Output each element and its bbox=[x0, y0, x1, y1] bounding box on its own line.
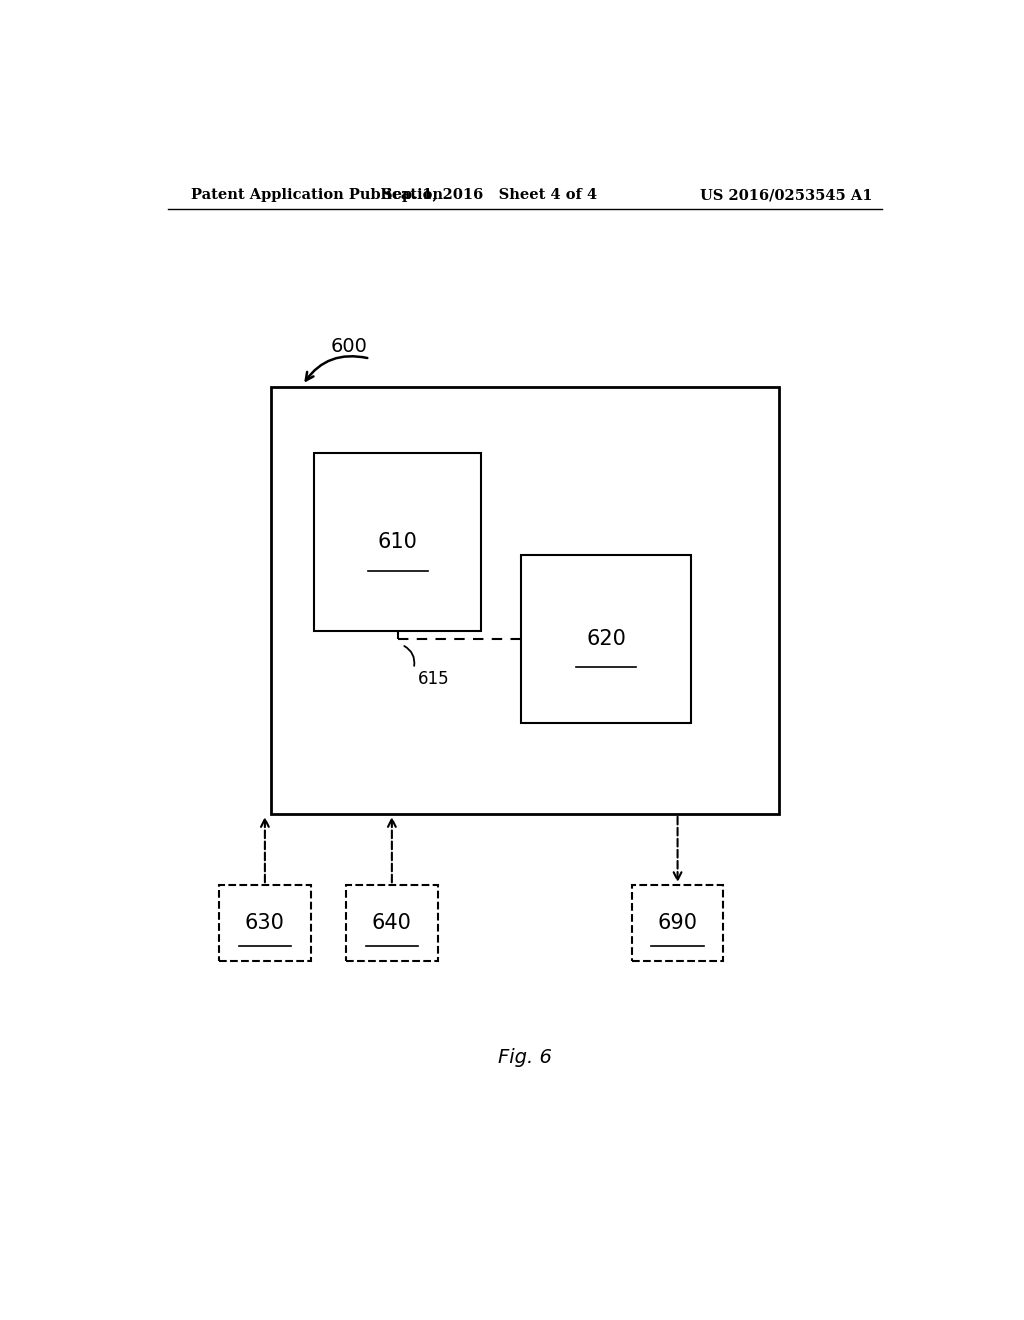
Text: 690: 690 bbox=[657, 913, 697, 933]
Bar bbox=[521, 554, 691, 722]
Text: 620: 620 bbox=[586, 628, 626, 648]
Text: 640: 640 bbox=[372, 913, 412, 933]
Bar bbox=[632, 886, 723, 961]
Bar bbox=[314, 453, 481, 631]
Text: 600: 600 bbox=[331, 337, 368, 356]
Text: Fig. 6: Fig. 6 bbox=[498, 1048, 552, 1068]
Text: Sep. 1, 2016   Sheet 4 of 4: Sep. 1, 2016 Sheet 4 of 4 bbox=[382, 189, 597, 202]
Text: US 2016/0253545 A1: US 2016/0253545 A1 bbox=[700, 189, 872, 202]
Bar bbox=[346, 886, 437, 961]
Bar bbox=[219, 886, 310, 961]
Text: 615: 615 bbox=[418, 669, 450, 688]
Text: Patent Application Publication: Patent Application Publication bbox=[191, 189, 443, 202]
Text: 630: 630 bbox=[245, 913, 285, 933]
Text: 610: 610 bbox=[378, 532, 418, 552]
Bar bbox=[270, 387, 779, 814]
